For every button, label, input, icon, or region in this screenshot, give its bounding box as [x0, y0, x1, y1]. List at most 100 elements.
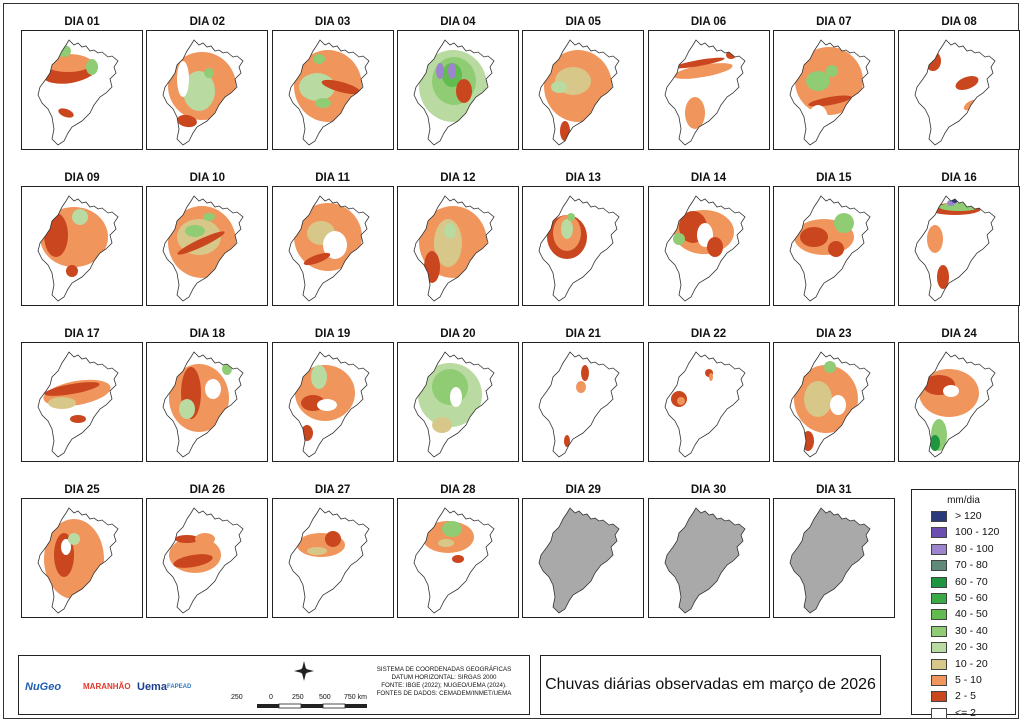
legend-swatch — [931, 511, 947, 522]
day-label: DIA 30 — [690, 484, 727, 496]
day-map-panel: DIA 31 — [772, 483, 895, 618]
rain-zone — [708, 373, 713, 381]
legend-label: 50 - 60 — [955, 591, 988, 604]
state-outline — [37, 507, 119, 614]
day-map — [522, 30, 645, 150]
state-outline — [664, 351, 746, 458]
day-map-panel: DIA 10 — [146, 171, 269, 306]
legend: mm/dia > 120 100 - 120 80 - 100 70 - 80 60 -… — [911, 489, 1016, 719]
day-label: DIA 14 — [690, 172, 727, 184]
legend-item: 40 - 50 — [912, 607, 1015, 623]
day-map — [396, 498, 519, 618]
day-label: DIA 06 — [690, 16, 727, 28]
rain-zone — [44, 382, 100, 396]
day-map-panel: DIA 15 — [772, 171, 895, 306]
day-map — [146, 342, 269, 462]
rain-zone — [431, 417, 452, 433]
day-map — [522, 498, 645, 618]
rain-zone — [177, 61, 190, 97]
rain-zone — [833, 213, 854, 233]
state-outline — [162, 195, 244, 302]
day-map-panel: DIA 18 — [146, 327, 269, 462]
state-outline — [914, 39, 996, 146]
day-label: DIA 08 — [941, 16, 977, 28]
rain-zone — [86, 59, 98, 75]
state-outline — [288, 195, 370, 302]
legend-label: 100 - 120 — [955, 526, 1000, 539]
rain-zone — [203, 213, 216, 221]
rain-zone — [567, 213, 576, 221]
day-map — [271, 342, 394, 462]
rain-zone — [672, 63, 733, 79]
day-label: DIA 31 — [816, 484, 852, 496]
rain-zone — [57, 45, 71, 57]
day-map — [146, 498, 269, 618]
legend-label: > 120 — [955, 510, 982, 522]
legend-item: > 120 — [912, 509, 1015, 525]
day-map — [271, 30, 394, 150]
state-area — [664, 508, 745, 613]
day-map-panel: DIA 07 — [772, 15, 895, 150]
state-outline — [664, 39, 746, 146]
legend-swatch — [931, 592, 947, 604]
day-map-panel: DIA 20 — [396, 327, 519, 462]
legend-label: 10 - 20 — [955, 657, 988, 670]
legend-swatch — [931, 625, 947, 637]
day-label: DIA 15 — [816, 172, 852, 184]
legend-label: 5 - 10 — [955, 673, 982, 686]
day-label: DIA 19 — [314, 328, 351, 340]
day-map-panel: DIA 23 — [772, 327, 895, 462]
north-arrow-icon — [294, 661, 314, 681]
day-label: DIA 02 — [189, 16, 225, 28]
rain-zone — [937, 265, 950, 289]
rain-zone — [455, 79, 472, 103]
day-label: DIA 11 — [315, 172, 350, 184]
state-outline — [37, 39, 119, 146]
day-label: DIA 29 — [565, 484, 601, 496]
rain-zone — [66, 265, 78, 277]
legend-title: mm/dia — [947, 495, 980, 506]
state-outline — [413, 195, 495, 302]
rain-zone — [564, 435, 571, 447]
rain-zone — [807, 105, 828, 133]
legend-swatch — [931, 560, 947, 572]
scale-label: 500 — [319, 694, 331, 701]
day-map-panel: DIA 02 — [146, 15, 269, 150]
day-map — [396, 342, 519, 462]
rain-zone — [576, 381, 587, 393]
rain-zone — [179, 399, 196, 419]
rain-zone — [447, 63, 456, 79]
day-map-panel: DIA 03 — [271, 15, 394, 150]
day-label: DIA 23 — [816, 328, 852, 340]
day-map-panel: DIA 13 — [522, 171, 645, 306]
day-map-panel: DIA 21 — [522, 327, 645, 462]
state-area — [539, 352, 620, 457]
day-map — [522, 342, 645, 462]
legend-item: 10 - 20 — [912, 657, 1015, 673]
day-map — [772, 30, 895, 150]
legend-item: 60 - 70 — [912, 575, 1015, 591]
day-map-panel: DIA 01 — [21, 15, 143, 150]
rain-zone — [443, 223, 456, 239]
rain-zone — [581, 365, 590, 381]
day-map — [21, 186, 143, 306]
rain-zone — [930, 435, 941, 451]
rain-zone — [306, 547, 327, 555]
rain-zone — [437, 539, 454, 547]
day-label: DIA 10 — [189, 172, 225, 184]
rain-zone — [829, 395, 846, 415]
day-label: DIA 09 — [64, 172, 100, 184]
state-outline — [664, 507, 746, 614]
state-outline — [288, 39, 370, 146]
rain-zone — [684, 97, 705, 129]
day-map-panel: DIA 22 — [647, 327, 770, 462]
info-line: DATUM HORIZONTAL: SIRGAS 2000 — [391, 674, 497, 682]
day-map-panel: DIA 19 — [271, 327, 394, 462]
legend-swatch — [931, 707, 947, 719]
day-label: DIA 20 — [440, 328, 476, 340]
rain-zone — [314, 98, 331, 108]
rain-zone — [324, 531, 341, 547]
state-outline — [288, 507, 370, 614]
rain-zone — [805, 71, 830, 91]
rain-zone — [672, 57, 725, 69]
